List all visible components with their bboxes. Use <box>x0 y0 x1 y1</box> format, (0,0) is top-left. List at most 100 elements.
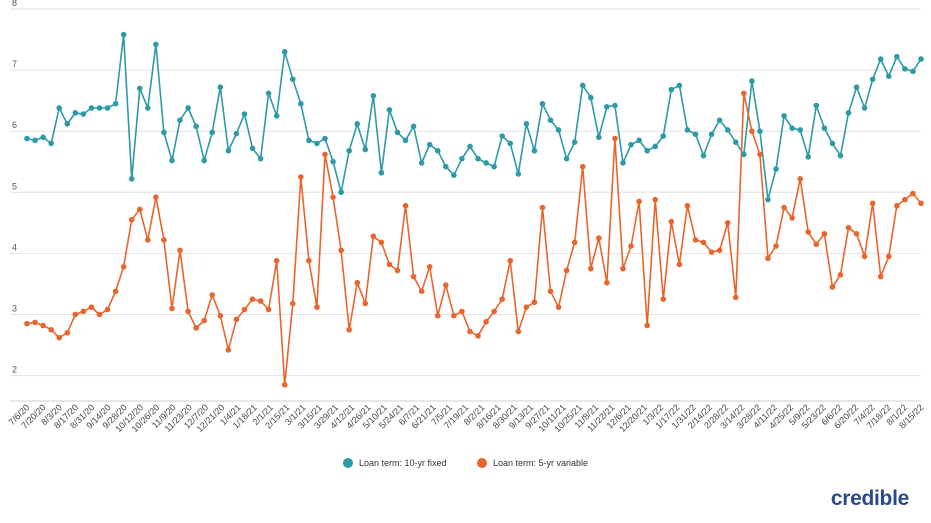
data-point-series-1[interactable] <box>161 237 167 243</box>
data-point-series-1[interactable] <box>853 231 860 237</box>
data-point-series-1[interactable] <box>434 312 441 319</box>
data-point-series-0[interactable] <box>700 152 707 159</box>
data-point-series-1[interactable] <box>894 202 900 209</box>
data-point-series-0[interactable] <box>596 134 602 141</box>
data-point-series-1[interactable] <box>741 90 747 97</box>
data-point-series-1[interactable] <box>563 267 570 274</box>
data-point-series-1[interactable] <box>378 239 385 246</box>
data-point-series-0[interactable] <box>724 127 731 133</box>
data-point-series-1[interactable] <box>418 288 425 295</box>
data-point-series-0[interactable] <box>797 127 803 133</box>
data-point-series-1[interactable] <box>80 308 87 315</box>
data-point-series-1[interactable] <box>604 279 610 286</box>
data-point-series-0[interactable] <box>161 129 167 136</box>
data-point-series-1[interactable] <box>265 306 272 313</box>
data-point-series-1[interactable] <box>547 288 554 295</box>
data-point-series-0[interactable] <box>88 105 95 111</box>
data-point-series-1[interactable] <box>24 320 30 327</box>
data-point-series-0[interactable] <box>273 113 280 119</box>
data-point-series-0[interactable] <box>128 176 135 182</box>
data-point-series-0[interactable] <box>451 172 457 178</box>
data-point-series-1[interactable] <box>40 322 46 329</box>
data-point-series-1[interactable] <box>724 220 731 226</box>
data-point-series-0[interactable] <box>145 105 151 111</box>
data-point-series-0[interactable] <box>773 166 779 172</box>
data-point-series-1[interactable] <box>571 239 578 246</box>
data-point-series-0[interactable] <box>741 151 747 158</box>
data-point-series-1[interactable] <box>459 308 465 315</box>
data-point-series-1[interactable] <box>813 241 820 248</box>
data-point-series-1[interactable] <box>620 265 626 272</box>
data-point-series-0[interactable] <box>112 100 119 107</box>
data-point-series-1[interactable] <box>499 296 505 302</box>
data-point-series-0[interactable] <box>48 140 54 147</box>
data-point-series-1[interactable] <box>273 257 280 264</box>
data-point-series-1[interactable] <box>241 306 248 313</box>
data-point-series-0[interactable] <box>894 53 900 60</box>
data-point-series-0[interactable] <box>193 123 199 130</box>
data-point-series-0[interactable] <box>571 139 578 145</box>
data-point-series-1[interactable] <box>96 311 103 318</box>
data-point-series-1[interactable] <box>322 151 328 158</box>
data-point-series-1[interactable] <box>72 311 79 318</box>
data-point-series-0[interactable] <box>402 137 409 144</box>
data-point-series-1[interactable] <box>918 200 924 207</box>
data-point-series-0[interactable] <box>499 133 505 139</box>
data-point-series-0[interactable] <box>708 131 715 138</box>
data-point-series-0[interactable] <box>757 128 763 134</box>
data-point-series-1[interactable] <box>797 176 803 182</box>
data-point-series-0[interactable] <box>322 135 328 142</box>
data-point-series-1[interactable] <box>805 229 812 235</box>
data-point-series-0[interactable] <box>241 111 248 117</box>
data-point-series-0[interactable] <box>370 92 377 99</box>
data-point-series-1[interactable] <box>587 265 594 272</box>
data-point-series-1[interactable] <box>692 237 699 243</box>
data-point-series-1[interactable] <box>354 279 361 286</box>
data-point-series-0[interactable] <box>120 31 127 38</box>
data-point-series-1[interactable] <box>877 273 884 280</box>
data-point-series-0[interactable] <box>869 76 876 83</box>
data-point-series-1[interactable] <box>507 257 514 264</box>
data-point-series-0[interactable] <box>531 147 538 154</box>
data-point-series-1[interactable] <box>209 292 216 298</box>
data-point-series-0[interactable] <box>821 125 828 131</box>
data-point-series-1[interactable] <box>523 304 530 310</box>
data-point-series-1[interactable] <box>64 329 71 336</box>
data-point-series-0[interactable] <box>249 145 256 152</box>
data-point-series-1[interactable] <box>684 202 691 209</box>
data-point-series-0[interactable] <box>676 82 683 89</box>
data-point-series-0[interactable] <box>362 146 369 153</box>
data-point-series-0[interactable] <box>209 129 216 136</box>
data-point-series-0[interactable] <box>652 143 659 150</box>
data-point-series-0[interactable] <box>628 141 634 148</box>
data-point-series-0[interactable] <box>386 107 393 113</box>
data-point-series-1[interactable] <box>249 296 256 302</box>
data-point-series-0[interactable] <box>434 147 441 154</box>
data-point-series-0[interactable] <box>813 102 820 109</box>
data-point-series-1[interactable] <box>56 334 63 341</box>
data-point-series-1[interactable] <box>410 273 417 280</box>
data-point-series-0[interactable] <box>265 90 272 97</box>
data-point-series-1[interactable] <box>217 312 224 319</box>
data-point-series-0[interactable] <box>225 147 232 154</box>
data-point-series-1[interactable] <box>338 247 344 254</box>
data-point-series-0[interactable] <box>201 157 207 164</box>
data-point-series-1[interactable] <box>177 247 183 254</box>
data-point-series-1[interactable] <box>281 381 288 388</box>
data-point-series-0[interactable] <box>636 137 642 144</box>
data-point-series-0[interactable] <box>716 117 723 123</box>
data-point-series-0[interactable] <box>789 125 795 131</box>
data-point-series-0[interactable] <box>805 154 812 160</box>
data-point-series-0[interactable] <box>660 133 667 139</box>
data-point-series-0[interactable] <box>153 41 159 48</box>
data-point-series-1[interactable] <box>515 328 522 335</box>
data-point-series-0[interactable] <box>483 160 489 166</box>
data-point-series-0[interactable] <box>24 135 30 142</box>
data-point-series-0[interactable] <box>604 103 610 110</box>
data-point-series-1[interactable] <box>781 204 787 211</box>
data-point-series-0[interactable] <box>587 94 594 101</box>
data-point-series-1[interactable] <box>555 304 562 310</box>
data-point-series-1[interactable] <box>201 317 207 324</box>
data-point-series-0[interactable] <box>620 160 626 166</box>
data-point-series-0[interactable] <box>644 147 650 154</box>
